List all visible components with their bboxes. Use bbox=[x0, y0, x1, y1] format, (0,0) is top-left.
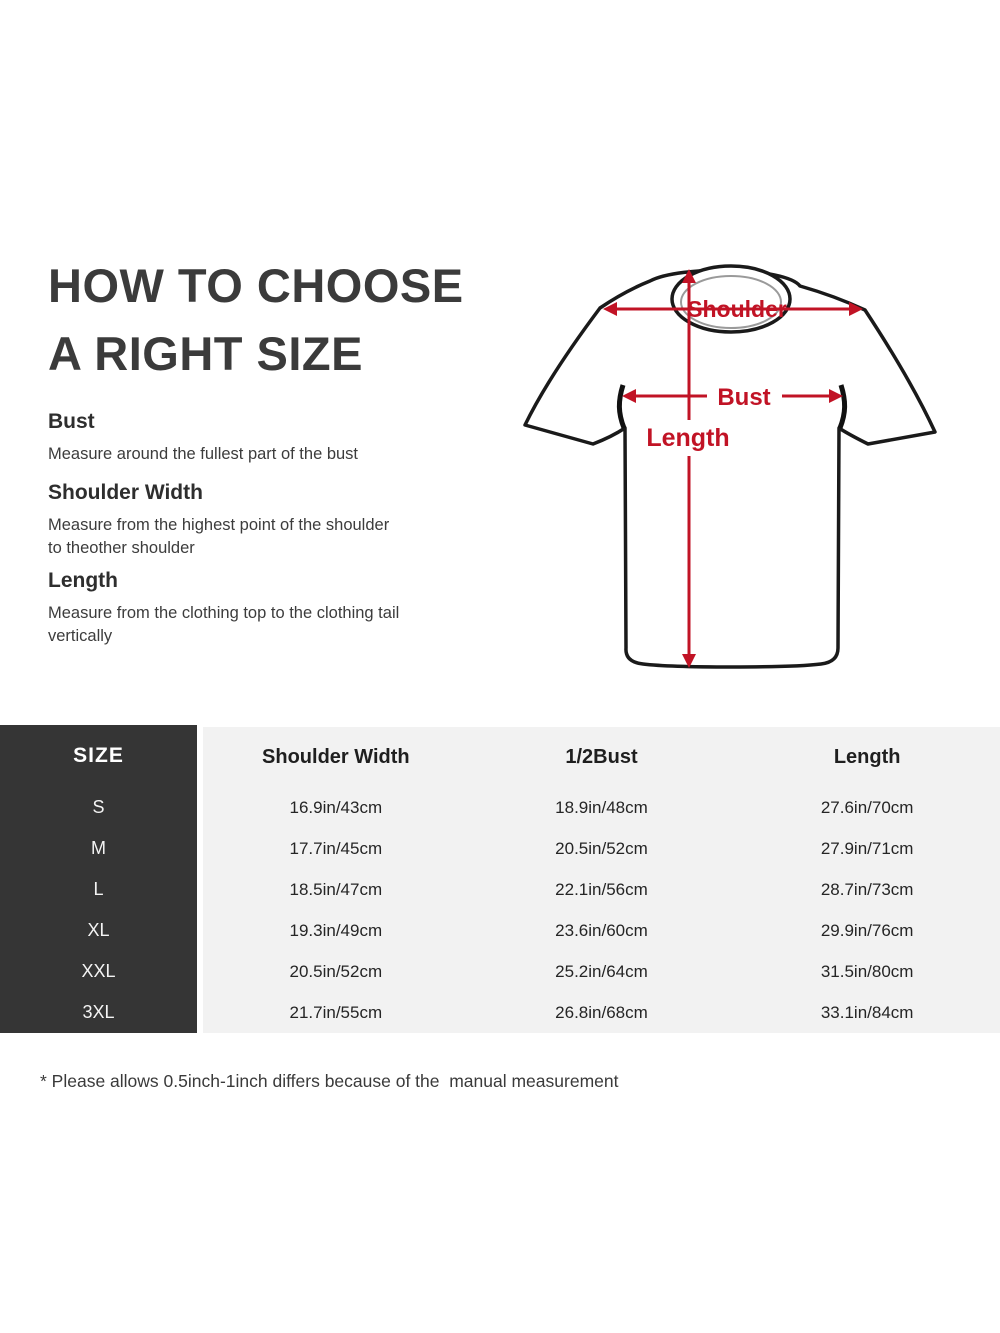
cell-length: 29.9in/76cm bbox=[820, 920, 914, 940]
section-bust: Bust Measure around the fullest part of … bbox=[48, 410, 448, 466]
size-label-3xl: 3XL bbox=[82, 1002, 115, 1022]
size-column-header: SIZE bbox=[73, 744, 124, 767]
size-table: SIZE S M L XL XXL 3XL Shoulder Width 1/2… bbox=[0, 725, 1000, 1033]
left-armpit-crease bbox=[616, 384, 627, 429]
tshirt-diagram-svg: Shoulder Bust Length bbox=[523, 264, 937, 669]
shoulder-label: Shoulder bbox=[687, 296, 787, 322]
cell-bust: 25.2in/64cm bbox=[555, 961, 648, 981]
size-label-s: S bbox=[92, 797, 105, 817]
table-row: 21.7in/55cm 26.8in/68cm 33.1in/84cm bbox=[203, 992, 1000, 1033]
table-row: 17.7in/45cm 20.5in/52cm 27.9in/71cm bbox=[203, 828, 1000, 869]
section-bust-text: Measure around the fullest part of the b… bbox=[48, 445, 359, 463]
bust-arrowhead-left bbox=[622, 389, 636, 403]
cell-length: 33.1in/84cm bbox=[820, 1002, 914, 1022]
section-length-heading: Length bbox=[48, 569, 118, 592]
right-armpit-crease bbox=[837, 384, 848, 429]
cell-shoulder: 19.3in/49cm bbox=[289, 920, 383, 940]
cell-length: 27.6in/70cm bbox=[820, 797, 914, 817]
section-length: Length Measure from the clothing top to … bbox=[48, 569, 448, 648]
cell-length: 31.5in/80cm bbox=[820, 961, 914, 981]
section-bust-heading: Bust bbox=[48, 410, 95, 433]
table-header-row: Shoulder Width 1/2Bust Length bbox=[203, 727, 1000, 787]
bust-label: Bust bbox=[717, 384, 770, 411]
cell-shoulder: 20.5in/52cm bbox=[289, 961, 383, 981]
measurement-disclaimer: * Please allows 0.5inch-1inch differs be… bbox=[40, 1071, 619, 1091]
tshirt-outline bbox=[523, 268, 937, 669]
cell-shoulder: 16.9in/43cm bbox=[289, 797, 383, 817]
section-length-text: Measure from the clothing top to the clo… bbox=[48, 604, 400, 645]
section-shoulder-width: Shoulder Width Measure from the highest … bbox=[48, 481, 448, 560]
collar-outline bbox=[670, 264, 792, 334]
size-column: SIZE S M L XL XXL 3XL bbox=[0, 725, 197, 1033]
col-header-shoulder-width: Shoulder Width bbox=[262, 745, 410, 768]
table-row: 18.5in/47cm 22.1in/56cm 28.7in/73cm bbox=[203, 869, 1000, 910]
page-title: HOW TO CHOOSE A RIGHT SIZE bbox=[48, 252, 518, 388]
cell-bust: 26.8in/68cm bbox=[555, 1002, 648, 1022]
col-header-half-bust: 1/2Bust bbox=[565, 745, 638, 768]
cell-length: 28.7in/73cm bbox=[820, 879, 914, 899]
collar-inner-rim bbox=[680, 275, 782, 329]
measurements-panel: Shoulder Width 1/2Bust Length 16.9in/43c… bbox=[203, 727, 1000, 1033]
shoulder-arrowhead-left bbox=[603, 302, 617, 316]
shoulder-arrowhead-right bbox=[849, 302, 863, 316]
bust-arrowhead-right bbox=[829, 389, 843, 403]
tshirt-measure-diagram: Shoulder Bust Length bbox=[505, 253, 945, 683]
section-shoulder-width-heading: Shoulder Width bbox=[48, 481, 203, 504]
cell-bust: 20.5in/52cm bbox=[555, 838, 648, 858]
cell-bust: 18.9in/48cm bbox=[555, 797, 648, 817]
col-header-length: Length bbox=[833, 745, 901, 768]
size-label-xl: XL bbox=[87, 920, 110, 940]
cell-bust: 22.1in/56cm bbox=[555, 879, 648, 899]
table-row: 19.3in/49cm 23.6in/60cm 29.9in/76cm bbox=[203, 910, 1000, 951]
size-label-m: M bbox=[91, 838, 106, 858]
length-arrowhead-up bbox=[682, 269, 696, 283]
table-row: 20.5in/52cm 25.2in/64cm 31.5in/80cm bbox=[203, 951, 1000, 992]
page-title-line1: HOW TO CHOOSE bbox=[48, 259, 464, 312]
page-title-line2: A RIGHT SIZE bbox=[48, 327, 363, 380]
size-label-l: L bbox=[93, 879, 104, 899]
cell-length: 27.9in/71cm bbox=[820, 838, 914, 858]
cell-shoulder: 18.5in/47cm bbox=[289, 879, 383, 899]
size-label-xxl: XXL bbox=[81, 961, 116, 981]
table-row: 16.9in/43cm 18.9in/48cm 27.6in/70cm bbox=[203, 787, 1000, 828]
cell-shoulder: 21.7in/55cm bbox=[289, 1002, 383, 1022]
cell-shoulder: 17.7in/45cm bbox=[289, 838, 383, 858]
cell-bust: 23.6in/60cm bbox=[555, 920, 648, 940]
length-label: Length bbox=[646, 424, 729, 452]
section-shoulder-width-text: Measure from the highest point of the sh… bbox=[48, 516, 390, 557]
length-arrowhead-down bbox=[682, 654, 696, 668]
